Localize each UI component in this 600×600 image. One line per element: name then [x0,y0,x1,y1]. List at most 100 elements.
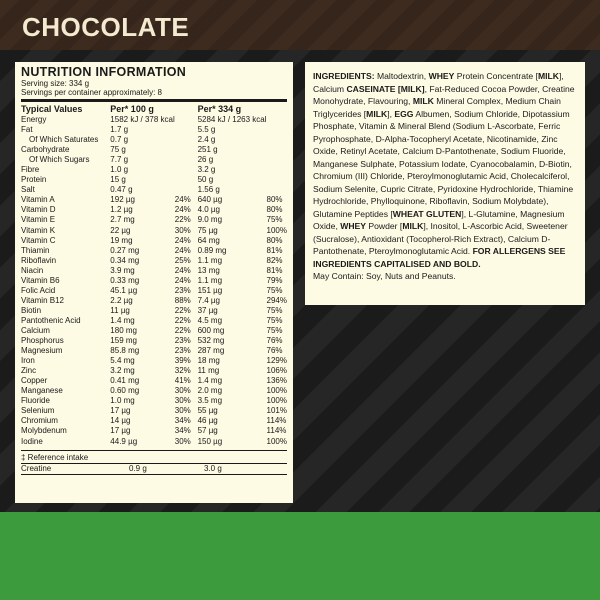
flavour-title: CHOCOLATE [22,12,190,42]
nutrient-value: 82% [266,255,283,265]
nutrient-name: Fluoride [21,396,50,406]
nutrient-name: Folic Acid [21,285,56,295]
nutrient-row: Riboflavin 0.34 mg 25% 1.1 mg 82% [21,256,287,266]
nutrient-value: 150 µg [197,436,223,446]
nutrient-name: Iodine [21,436,43,446]
text: ], Inositol, L-Ascorbic Acid, Sweetener … [313,221,568,256]
nutrient-value: 3.0 g [204,463,222,473]
nutrient-value: 17 µg [110,426,131,436]
nutrient-row: Selenium 17 µg 30% 55 µg 101% [21,406,287,416]
nutrient-name: Creatine [21,463,52,473]
may-contain: May Contain: Soy, Nuts and Peanuts. [313,271,456,281]
nutrient-name: Salt [21,185,35,195]
nutrient-name: Of Which Saturates [29,135,99,145]
nutrient-value: 30% [174,386,191,396]
text: Mineral Complex, Medium Chain Triglyceri… [313,96,561,119]
bold-text: WHEY [340,221,367,231]
nutrient-value: 75 g [110,145,126,155]
ingredients-text: INGREDIENTS: Maltodextrin, WHEY Protein … [313,70,577,270]
nutrition-panel: NUTRITION INFORMATION Serving size: 334 … [15,62,293,503]
nutrient-row: Energy 1582 kJ / 378 kcal 5284 kJ / 1263 k… [21,115,287,125]
nutrient-value: 1.4 mg [197,376,223,386]
nutrient-value: 75% [266,285,283,295]
nutrient-name: Energy [21,115,47,125]
nutrient-value: 3.2 g [197,165,216,175]
nutrient-name: Copper [21,376,48,386]
bold-text: MILK [402,221,424,231]
text: ], L-Glutamine, Magnesium Oxide, [313,208,565,232]
column-header: Typical Values [21,103,83,114]
nutrient-value [267,115,287,125]
column-header: Per* 334 g [197,103,242,114]
nutrient-value: 22 µg [110,225,131,235]
nutrient-name: Niacin [21,265,44,275]
nutrient-value [244,464,287,474]
nutrient-value: 34% [174,426,191,436]
nutrient-value: 2.0 mg [197,386,223,396]
nutrient-value: 26 g [197,155,214,165]
nutrient-value: 100% [266,225,287,235]
nutrient-value [175,185,198,195]
nutrient-value: 3.2 mg [110,366,135,376]
nutrient-value: 37 µg [197,305,218,315]
nutrient-name: Molybdenum [21,426,67,436]
nutrient-value: 159 mg [110,336,137,346]
nutrient-value [175,155,198,165]
nutrient-row: Chromium 14 µg 34% 46 µg 114% [21,416,287,426]
footnote: ‡ Reference intake [21,452,89,462]
nutrient-name: Carbohydrate [21,145,70,155]
nutrient-value: 80% [266,205,283,215]
nutrient-value: 100% [266,396,287,406]
nutrient-value: 11 mg [197,366,220,376]
nutrient-row: Magnesium 85.8 mg 23% 287 mg 76% [21,346,287,356]
ingredients-panel: INGREDIENTS: Maltodextrin, WHEY Protein … [305,62,585,305]
text: , Fat-Reduced Cocoa Powder, Creatine Mon… [313,83,575,107]
nutrient-name: Chromium [21,416,58,426]
nutrient-value: 9.0 mg [197,215,223,225]
nutrient-value: 180 mg [110,326,137,335]
nutrient-value: 76% [266,336,283,346]
nutrient-value: 39% [174,356,191,366]
nutrient-value [175,115,198,125]
nutrient-value: 24% [174,235,191,245]
nutrient-value: 0.33 mg [110,275,140,285]
nutrient-value: 44.9 µg [110,436,138,446]
nutrient-row: Protein 15 g 50 g [21,175,287,185]
nutrient-row: Vitamin B6 0.33 mg 24% 1.1 mg 79% [21,276,287,286]
nutrient-value [267,185,287,195]
nutrient-value: 0.27 mg [110,245,140,255]
nutrient-row: Vitamin K 22 µg 30% 75 µg 100% [21,226,287,236]
nutrient-value: 24% [174,265,191,275]
nutrient-name: Vitamin E [21,215,56,225]
nutrient-row: Thiamin 0.27 mg 24% 0.89 mg 81% [21,246,287,256]
nutrient-name: Vitamin D [21,205,56,215]
bold-text: MILK [366,108,388,119]
nutrient-value: 1.2 µg [110,205,133,215]
nutrient-value: 46 µg [197,416,218,426]
nutrient-value: 640 µg [197,195,223,205]
nutrient-value: 75% [266,326,283,335]
nutrient-row: Molybdenum 17 µg 34% 57 µg 114% [21,426,287,436]
nutrition-table: Typical Values Per* 100 g Per* 334 g Ene… [21,102,287,447]
column-header: Per* 100 g [110,103,154,114]
nutrient-value: 50 g [197,175,214,185]
nutrient-value: 101% [266,406,287,416]
nutrient-value: 64 mg [197,235,220,245]
nutrient-value: 30% [174,406,191,416]
footer-band [0,512,600,600]
nutrient-value: 22% [174,305,191,315]
nutrient-value: 114% [266,416,287,426]
text: Albumen, Sodium Chloride, Dipotassium Ph… [313,108,574,219]
table-body: Energy 1582 kJ / 378 kcal 5284 kJ / 1263 k… [21,115,287,447]
nutrient-value: 1.7 g [110,125,129,135]
nutrient-value [175,125,198,135]
nutrient-name: Thiamin [21,245,50,255]
nutrient-row: Copper 0.41 mg 41% 1.4 mg 136% [21,376,287,386]
nutrient-row: Fat 1.7 g 5.5 g [21,125,287,135]
nutrient-value: 1582 kJ / 378 kcal [110,115,175,125]
divider [21,99,287,102]
divider [21,462,287,464]
nutrient-value: 136% [266,376,287,386]
nutrient-value [267,135,287,145]
